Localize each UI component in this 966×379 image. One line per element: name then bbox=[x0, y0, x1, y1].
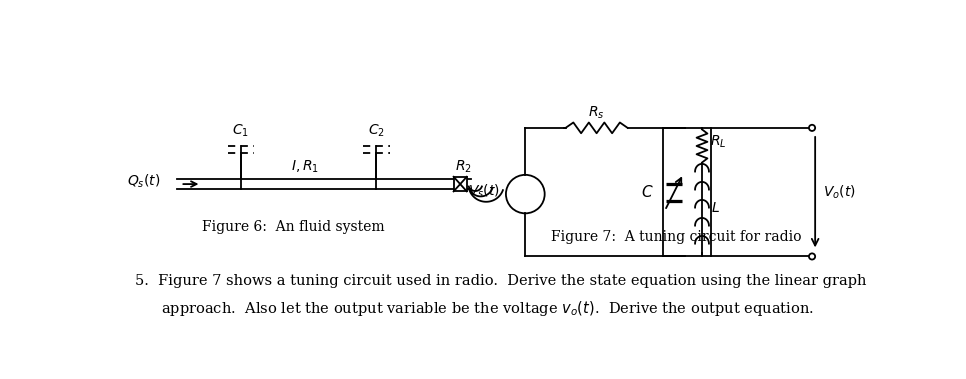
Text: $Q_s(t)$: $Q_s(t)$ bbox=[127, 172, 160, 190]
Text: $C_2$: $C_2$ bbox=[368, 122, 385, 139]
Text: $R_s$: $R_s$ bbox=[588, 105, 605, 121]
Text: 5.  Figure 7 shows a tuning circuit used in radio.  Derive the state equation us: 5. Figure 7 shows a tuning circuit used … bbox=[134, 274, 867, 288]
Text: $V_o(t)$: $V_o(t)$ bbox=[823, 183, 856, 201]
Text: Figure 7:  A tuning circuit for radio: Figure 7: A tuning circuit for radio bbox=[551, 230, 802, 244]
Circle shape bbox=[809, 254, 815, 260]
Text: approach.  Also let the output variable be the voltage $v_o(t)$.  Derive the out: approach. Also let the output variable b… bbox=[161, 299, 814, 318]
Text: $C_1$: $C_1$ bbox=[233, 122, 249, 139]
Circle shape bbox=[809, 125, 815, 131]
Text: $I, R_1$: $I, R_1$ bbox=[291, 158, 319, 175]
Text: $R_2$: $R_2$ bbox=[455, 158, 471, 175]
Bar bbox=[454, 177, 467, 191]
Text: Figure 6:  An fluid system: Figure 6: An fluid system bbox=[202, 220, 384, 234]
Text: $V_s(t)$: $V_s(t)$ bbox=[468, 182, 499, 200]
Text: $R_L$: $R_L$ bbox=[710, 134, 726, 150]
Text: $L$: $L$ bbox=[711, 200, 721, 215]
Text: $C$: $C$ bbox=[640, 184, 653, 200]
